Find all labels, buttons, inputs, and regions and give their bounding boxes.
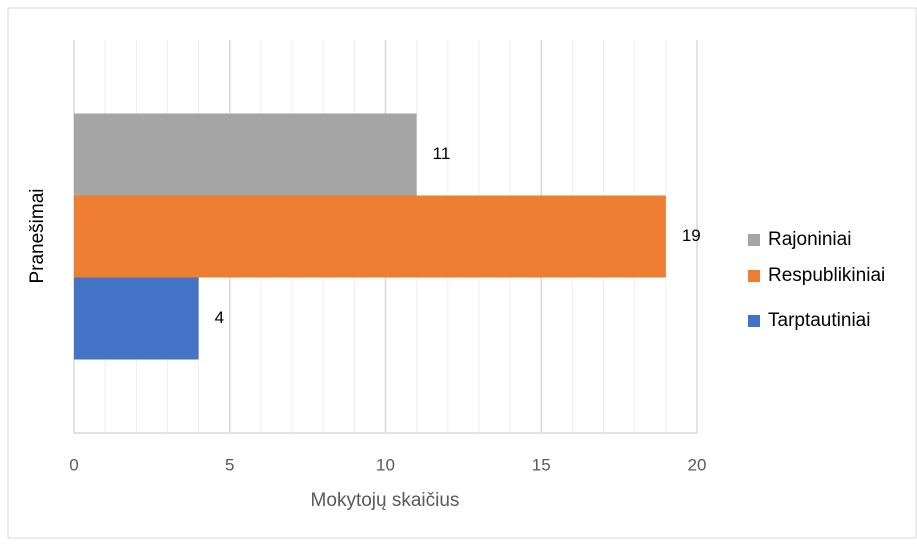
- bar: [74, 113, 417, 196]
- legend-swatch: [748, 234, 760, 246]
- bar: [74, 195, 666, 278]
- legend-swatch: [748, 270, 760, 282]
- legend-swatch: [748, 315, 760, 327]
- x-tick-label: 20: [688, 455, 707, 474]
- data-label: 19: [682, 226, 701, 245]
- x-tick-label: 0: [69, 455, 78, 474]
- legend-label: Tarptautiniai: [768, 310, 870, 331]
- x-axis-label: Mokytojų skaičius: [311, 490, 460, 511]
- data-label: 4: [215, 308, 224, 327]
- x-tick-label: 15: [532, 455, 551, 474]
- legend-label: Respublikiniai: [768, 265, 885, 286]
- bar: [74, 277, 199, 360]
- legend-label: Rajoniniai: [768, 229, 851, 250]
- y-axis-label: Pranešimai: [27, 188, 48, 283]
- data-label: 11: [433, 144, 451, 163]
- x-tick-label: 10: [376, 455, 395, 474]
- x-tick-label: 5: [225, 455, 234, 474]
